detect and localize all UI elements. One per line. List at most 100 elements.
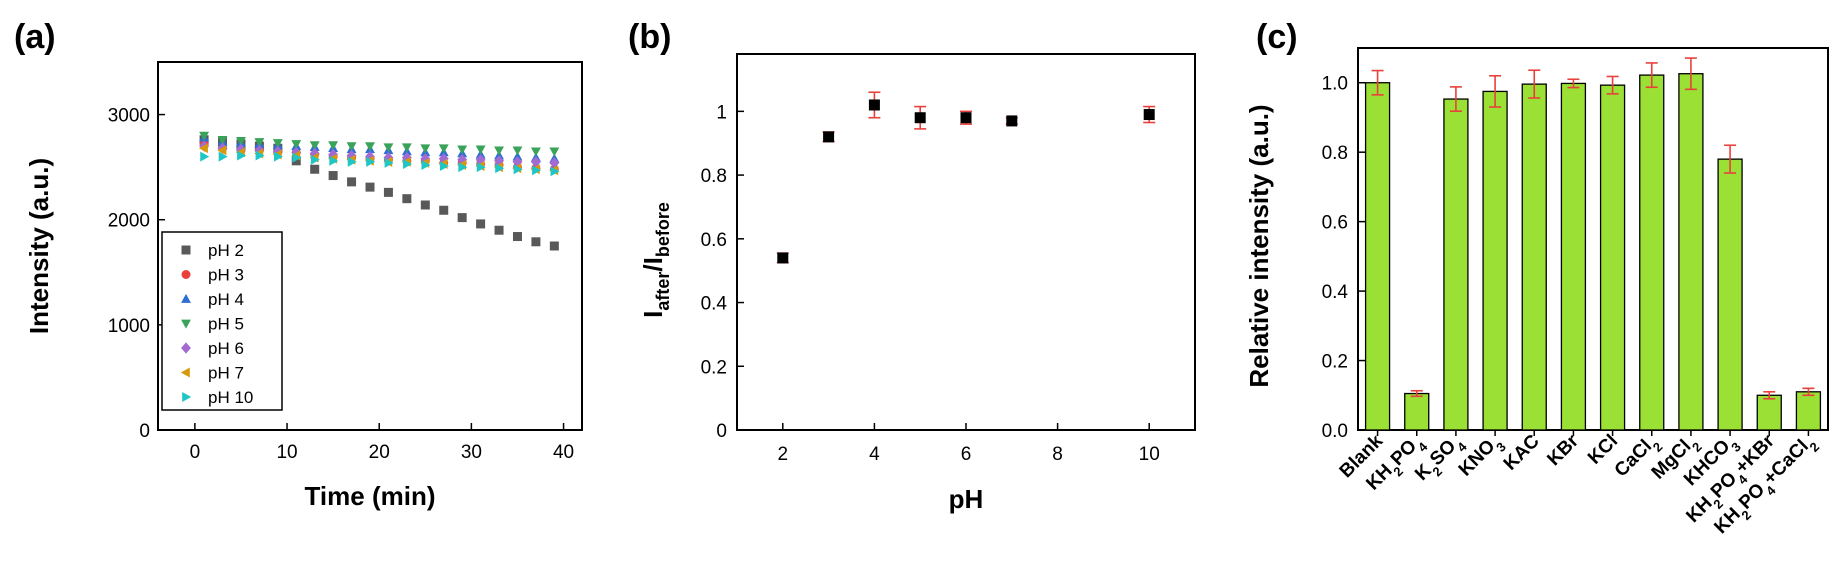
panel-b-x-tick-label: 8: [1052, 444, 1063, 465]
panel-c-plot-frame: [1357, 47, 1829, 431]
panel-a-point-ph-6: [549, 157, 560, 169]
panel-c: (c) 0.0 0.2 0.4 0.6 0.8 1.0 BlankKH2PO4K2SO4K…: [1244, 18, 1829, 538]
panel-a-legend-label: pH 3: [208, 266, 244, 285]
panel-a-point-ph-10: [200, 151, 210, 162]
panel-c-bar: [1482, 90, 1508, 431]
panel-a-legend-label: pH 5: [208, 315, 244, 334]
panel-a-point-ph-6: [530, 156, 541, 168]
panel-a-y-axis-title: Intensity (a.u.): [24, 158, 54, 334]
panel-a-x-tick-label: 40: [553, 442, 574, 463]
panel-a-point-ph-10: [237, 150, 247, 161]
panel-b-x-tick-label: 10: [1139, 444, 1160, 465]
panel-c-y-tick-label: 0.4: [1322, 282, 1349, 303]
panel-c-bar: [1756, 394, 1782, 431]
panel-c-category-label-part: KH: [1362, 460, 1396, 494]
panel-c-bar: [1560, 82, 1587, 431]
panel-a-point-ph-10: [218, 151, 228, 162]
panel-a-point-ph-5: [236, 137, 246, 147]
panel-a-point-ph-10: [550, 166, 560, 177]
panel-a-x-tick-label: 10: [276, 442, 297, 463]
panel-a-legend-marker: [182, 392, 192, 402]
panel-b-point: [868, 99, 880, 111]
panel-c-category-label-part: KAC: [1500, 430, 1544, 474]
panel-b-point: [914, 112, 926, 124]
panel-a-point-ph-5: [199, 131, 210, 141]
panel-b-y-axis-title-main: I: [638, 311, 668, 318]
panel-a-legend-label: pH 10: [208, 388, 253, 407]
panel-c-y-tick-label: 0.0: [1322, 421, 1348, 442]
panel-b-y-tick-label: 0.8: [701, 166, 727, 187]
panel-c-bars: [1364, 57, 1822, 431]
panel-a-point-ph-7: [217, 145, 227, 156]
panel-a-x-axis-title: Time (min): [305, 481, 436, 511]
panel-a-y-tick-label: 1000: [108, 316, 150, 337]
panel-b-ticks: 2 4 6 8 10 0 0.2 0.4 0.6 0.8 1: [701, 102, 1160, 465]
panel-a-point-ph-2: [402, 194, 412, 204]
panel-a-point-ph-2: [476, 219, 486, 229]
panel-a-legend-label: pH 4: [208, 290, 244, 309]
panel-a-point-ph-10: [513, 164, 523, 175]
panel-a-point-ph-2: [494, 225, 504, 235]
panel-a-point-ph-5: [217, 135, 228, 145]
panel-a-point-ph-10: [384, 157, 394, 168]
panel-a-legend-marker: [181, 342, 191, 354]
panel-a-y-tick-label: 3000: [108, 106, 150, 127]
panel-a-point-ph-4: [512, 151, 523, 161]
panel-c-bar: [1795, 391, 1822, 431]
panel-a-point-ph-10: [292, 152, 302, 163]
panel-c-category-label-part: PO: [1735, 479, 1769, 513]
panel-a-point-ph-2: [365, 182, 375, 192]
panel-a-point-ph-2: [439, 205, 449, 215]
panel-a-point-ph-5: [346, 142, 357, 152]
panel-a-point-ph-10: [495, 163, 505, 174]
panel-a-legend-marker: [181, 270, 191, 279]
panel-c-bar: [1599, 84, 1626, 431]
panel-c-bar: [1404, 392, 1430, 431]
panel-a-legend: pH 2 pH 3 pH 4 pH 5 pH 6 pH 7 pH 10: [180, 241, 253, 407]
panel-c-bar: [1717, 158, 1743, 431]
panel-a-point-ph-2: [383, 187, 393, 197]
panel-c-bar: [1639, 74, 1665, 431]
panel-a-point-ph-10: [421, 160, 431, 170]
panel-b-y-tick-label: 0.4: [701, 294, 728, 315]
panel-a-x-tick-label: 20: [369, 442, 390, 463]
panel-c-y-tick-label: 0.2: [1322, 352, 1348, 373]
panel-c-y-tick-label: 0.6: [1322, 213, 1348, 234]
panel-c-y-tick-label: 0.8: [1322, 143, 1348, 164]
panel-a-point-ph-10: [366, 156, 376, 167]
panel-b-x-tick-label: 6: [961, 444, 972, 465]
panel-b-plot-frame: [736, 53, 1196, 431]
panel-a-legend-marker: [181, 319, 191, 329]
panel-b-x-tick-label: 2: [778, 444, 789, 465]
panel-b-y-tick-label: 0.2: [701, 357, 727, 378]
panel-a-point-ph-5: [401, 143, 412, 153]
panel-b-y-axis-title-sub2: before: [653, 202, 673, 257]
panel-a-point-ph-10: [347, 156, 357, 167]
panel-b-y-tick-label: 1: [716, 102, 727, 123]
panel-a-point-ph-5: [420, 144, 431, 154]
panel-c-bar: [1443, 98, 1469, 431]
panel-a-legend-label: pH 7: [208, 364, 244, 383]
panel-b-y-axis-title: Iafter/Ibefore: [638, 202, 673, 318]
panel-a-ticks: 0 10 20 30 40 0 1000 2000 3000: [108, 106, 574, 463]
panel-c-category-label-part: KH: [1710, 504, 1744, 538]
panel-a-point-ph-2: [457, 213, 467, 223]
panel-b-x-tick-label: 4: [869, 444, 880, 465]
panel-a-point-ph-5: [512, 146, 523, 156]
panel-a-point-ph-5: [365, 142, 375, 152]
panel-a-point-ph-2: [512, 232, 522, 242]
panel-a-point-ph-5: [475, 145, 486, 155]
panel-a-legend-label: pH 2: [208, 241, 244, 260]
panel-a-x-tick-label: 30: [461, 442, 482, 463]
panel-a-legend-marker: [180, 367, 190, 378]
panel-a: (a) 0 10 20 30 40 0 1000 2000 3000 Time (min) In…: [14, 18, 583, 511]
panel-a-point-ph-2: [549, 241, 559, 251]
panel-a-point-ph-5: [309, 141, 320, 151]
panel-a-point-ph-5: [457, 145, 468, 155]
panel-c-y-axis-title: Relative intensity (a.u.): [1244, 104, 1274, 387]
panel-b-point: [960, 112, 972, 124]
panel-a-y-tick-label: 0: [139, 421, 150, 442]
panel-b-y-axis-title-sep: /I: [638, 257, 668, 271]
panel-a-point-ph-10: [403, 159, 413, 169]
